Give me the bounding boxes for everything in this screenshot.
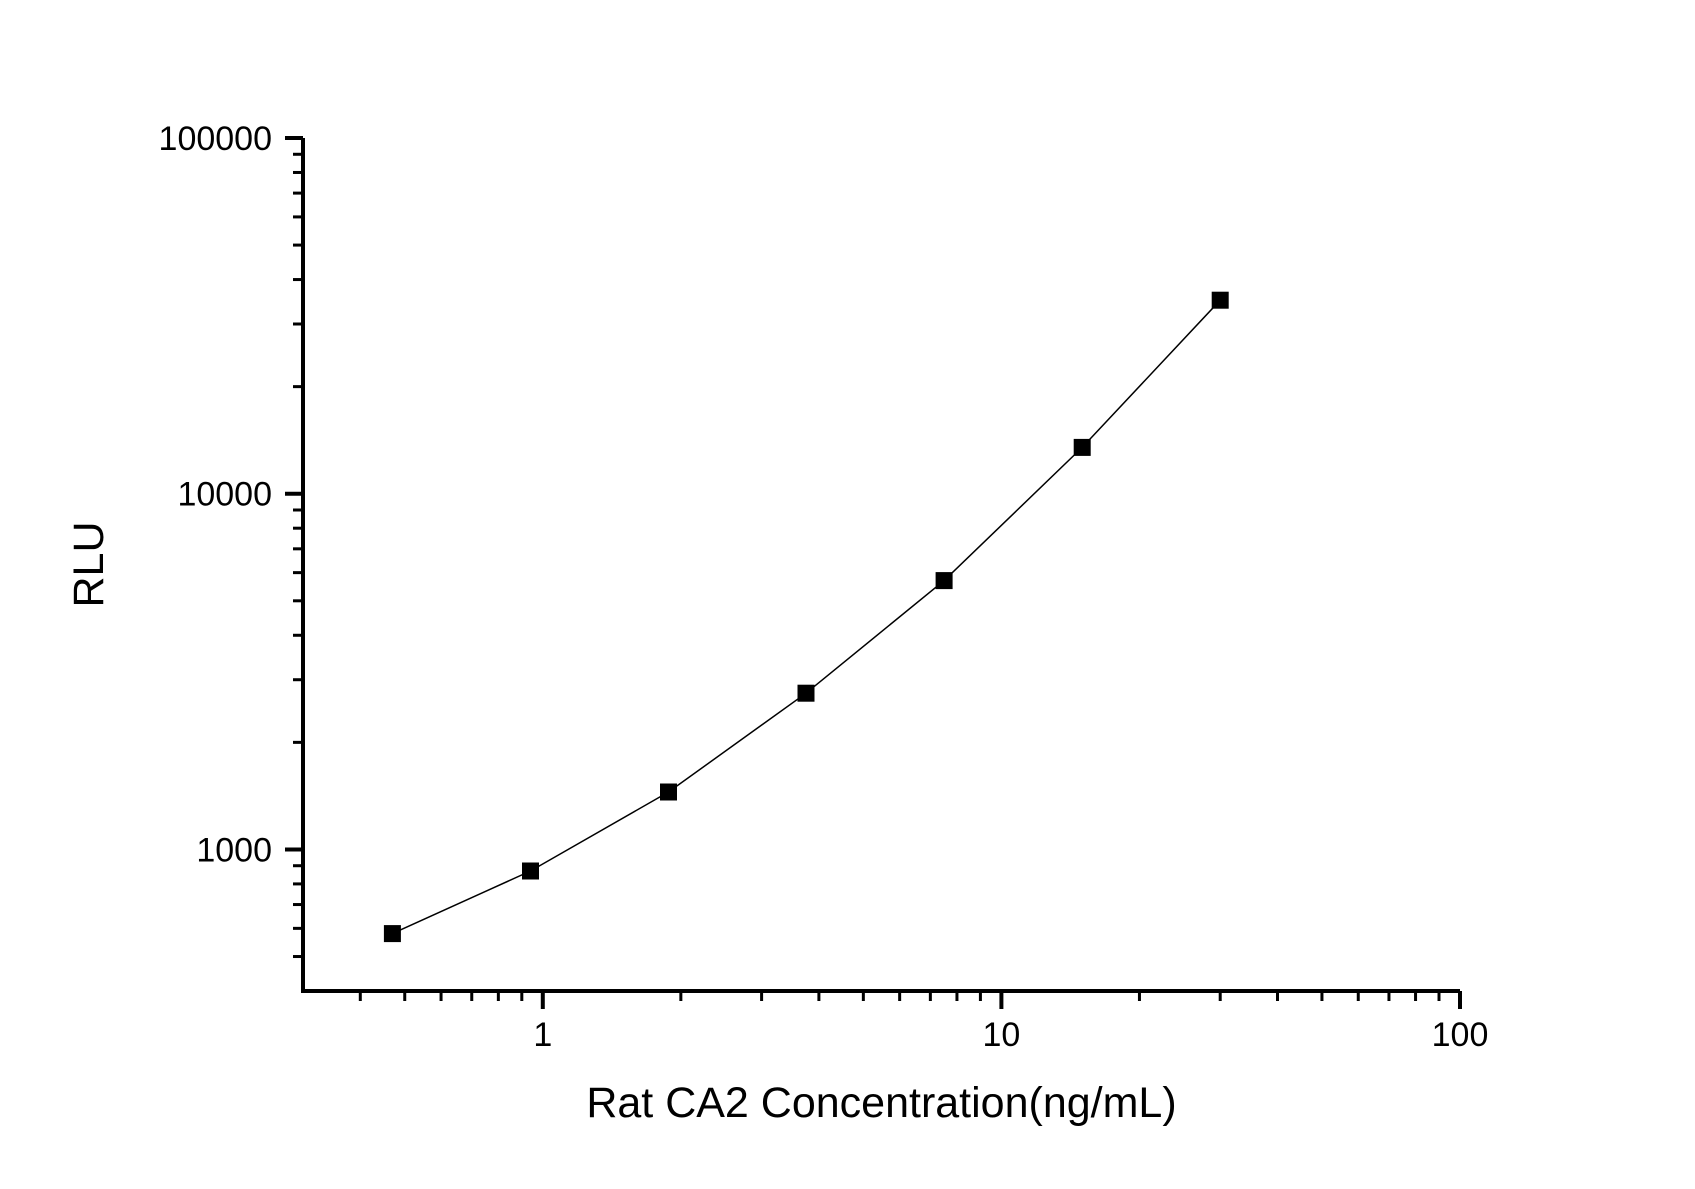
axes-spines (301, 138, 1460, 993)
y-tick-label: 10000 (177, 476, 272, 514)
x-axis-title: Rat CA2 Concentration(ng/mL) (586, 1079, 1176, 1127)
data-point-marker (383, 925, 401, 943)
y-axis-title: RLU (65, 521, 113, 607)
x-tick-label: 100 (1432, 1016, 1489, 1054)
x-tick-label: 10 (982, 1016, 1020, 1054)
plot-area: 1 10 100 1000 10000 100000 (159, 120, 1489, 1054)
data-point-marker (935, 572, 953, 590)
data-point-marker (797, 684, 815, 702)
x-tick-label: 1 (533, 1016, 552, 1054)
data-point-marker (1073, 438, 1091, 456)
data-point-marker (660, 783, 677, 801)
data-point-marker (1211, 291, 1229, 309)
series-line (392, 299, 1221, 935)
data-point-marker (522, 862, 539, 880)
y-tick-label: 100000 (159, 120, 272, 158)
y-tick-label: 1000 (196, 831, 272, 869)
